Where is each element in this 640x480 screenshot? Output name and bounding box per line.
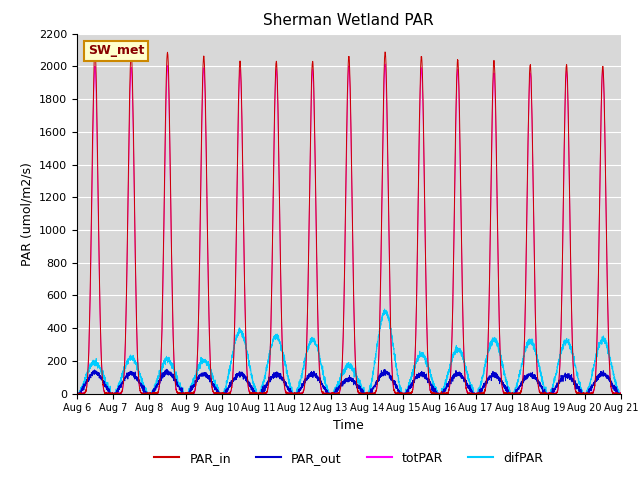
difPAR: [471, 390, 479, 396]
PAR_in: [502, 390, 509, 396]
PAR_out: [171, 378, 179, 384]
PAR_in: [73, 391, 81, 396]
Line: PAR_out: PAR_out: [77, 369, 621, 394]
totPAR: [616, 390, 624, 396]
totPAR: [617, 391, 625, 396]
PAR_in: [329, 390, 337, 396]
totPAR: [328, 391, 336, 396]
difPAR: [502, 375, 509, 381]
Line: PAR_in: PAR_in: [77, 50, 621, 394]
Title: Sherman Wetland PAR: Sherman Wetland PAR: [264, 13, 434, 28]
difPAR: [171, 367, 179, 373]
difPAR: [381, 306, 388, 312]
totPAR: [502, 390, 509, 396]
X-axis label: Time: Time: [333, 419, 364, 432]
PAR_in: [617, 391, 625, 396]
PAR_out: [502, 383, 509, 389]
PAR_in: [91, 47, 99, 53]
totPAR: [441, 391, 449, 396]
PAR_in: [171, 372, 179, 378]
difPAR: [441, 384, 449, 390]
PAR_out: [73, 391, 81, 396]
PAR_out: [441, 386, 449, 392]
Y-axis label: PAR (umol/m2/s): PAR (umol/m2/s): [20, 162, 33, 265]
Text: SW_met: SW_met: [88, 44, 144, 58]
totPAR: [171, 370, 179, 375]
totPAR: [471, 391, 479, 396]
PAR_out: [329, 390, 337, 396]
PAR_in: [471, 391, 479, 396]
PAR_in: [441, 391, 449, 396]
Line: difPAR: difPAR: [77, 309, 621, 394]
Line: totPAR: totPAR: [77, 64, 621, 394]
difPAR: [328, 390, 336, 396]
Legend: PAR_in, PAR_out, totPAR, difPAR: PAR_in, PAR_out, totPAR, difPAR: [150, 447, 548, 469]
difPAR: [616, 391, 624, 396]
PAR_out: [471, 391, 479, 396]
PAR_out: [617, 391, 625, 396]
difPAR: [73, 391, 81, 396]
totPAR: [73, 391, 81, 396]
totPAR: [381, 61, 389, 67]
difPAR: [617, 391, 625, 396]
PAR_out: [163, 366, 171, 372]
PAR_in: [616, 391, 624, 396]
PAR_out: [616, 391, 624, 396]
